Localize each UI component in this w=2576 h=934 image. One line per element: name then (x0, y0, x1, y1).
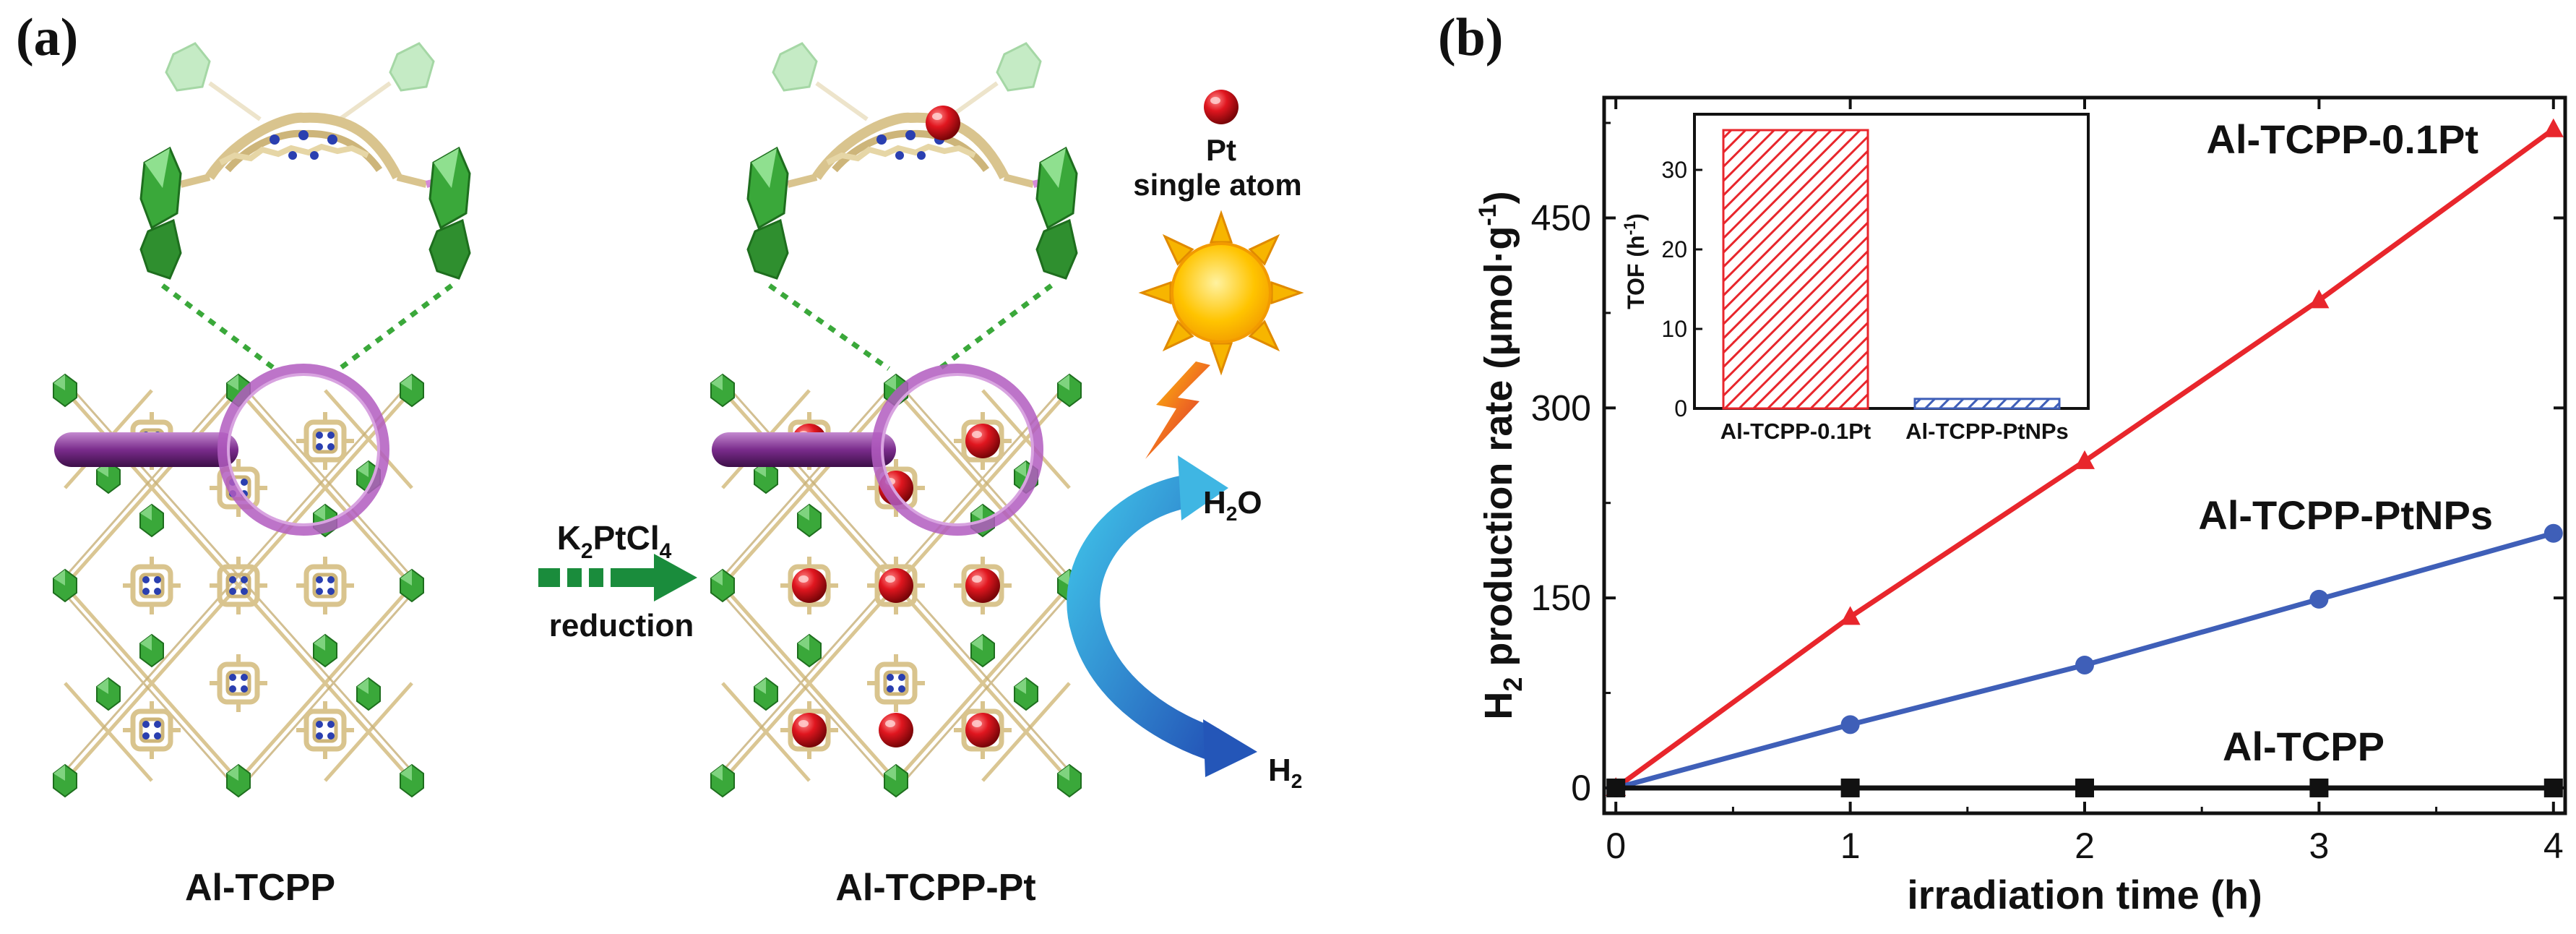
y-tick-label: 150 (1531, 578, 1591, 618)
al-tcpp-zoom-lines (160, 283, 454, 371)
point-al-tcpp (2309, 778, 2329, 797)
series-label-al-tcpp: Al-TCPP (2223, 724, 2385, 769)
y-axis-label: H2 production rate (μmol·g-1) (1474, 191, 1528, 719)
point-al-tcpp-ptnps (2543, 523, 2563, 543)
point-al-tcpp-0-1pt (2309, 289, 2330, 309)
inset-y-axis-label: TOF (h-1) (1621, 213, 1649, 309)
magnifier-icon (712, 364, 1043, 536)
y-tick-label: 300 (1531, 387, 1591, 428)
point-al-tcpp-ptnps (2309, 589, 2329, 609)
point-al-tcpp (1606, 778, 1626, 797)
water-split-arrow (1067, 455, 1257, 777)
lightning-icon (1145, 361, 1210, 459)
point-al-tcpp (2075, 778, 2094, 797)
inset-y-tick-label: 20 (1661, 236, 1687, 262)
legend-single-atom: single atom (1133, 168, 1301, 202)
point-al-tcpp-0-1pt (1840, 606, 1861, 625)
panel-a-illustration: Al-TCPP K2PtCl4 reduction Al-TCPP-Pt (0, 0, 1304, 909)
water-label: H2O (1203, 485, 1262, 525)
reagent-label: K2PtCl4 (557, 519, 672, 563)
inset-bar (1722, 129, 1869, 410)
point-al-tcpp (2543, 778, 2563, 797)
y-tick-label: 0 (1571, 768, 1591, 808)
al-tcpp-label: Al-TCPP (185, 867, 335, 909)
x-tick-label: 0 (1606, 826, 1626, 866)
panel-a-letter: (a) (16, 8, 79, 67)
inset-y-tick-label: 0 (1674, 395, 1687, 421)
al-tcpp-pt-label: Al-TCPP-Pt (835, 867, 1035, 909)
point-al-tcpp-0-1pt (2543, 118, 2564, 137)
inset-y-tick-label: 10 (1661, 316, 1687, 342)
x-tick-label: 1 (1840, 826, 1861, 866)
point-al-tcpp-ptnps (2075, 655, 2094, 674)
x-tick-label: 2 (2075, 826, 2095, 866)
hydrogen-label: H2 (1268, 753, 1302, 792)
inset-y-tick-label: 30 (1661, 157, 1687, 183)
al-tcpp-pt-zoom-lines (767, 283, 1054, 371)
point-al-tcpp (1840, 778, 1860, 797)
x-tick-label: 3 (2309, 826, 2329, 866)
panel-b-letter: (b) (1438, 8, 1504, 67)
inset-category-label: Al-TCPP-PtNPs (1905, 419, 2069, 444)
point-al-tcpp-0-1pt (2075, 450, 2095, 469)
x-tick-label: 4 (2543, 826, 2564, 866)
series-label-al-tcpp-0-1pt: Al-TCPP-0.1Pt (2207, 116, 2479, 162)
reduction-label: reduction (549, 608, 694, 643)
legend-pt: Pt (1206, 133, 1236, 167)
sun-icon (1138, 210, 1304, 376)
point-al-tcpp-ptnps (1840, 715, 1860, 734)
x-axis-label: irradiation time (h) (1907, 872, 2262, 917)
inset-bar (1913, 398, 2061, 410)
series-label-al-tcpp-ptnps: Al-TCPP-PtNPs (2198, 492, 2493, 538)
inset-category-label: Al-TCPP-0.1Pt (1720, 419, 1871, 444)
y-tick-label: 450 (1531, 197, 1591, 238)
reaction-arrow-icon (538, 554, 697, 601)
magnifier-icon (54, 364, 389, 536)
